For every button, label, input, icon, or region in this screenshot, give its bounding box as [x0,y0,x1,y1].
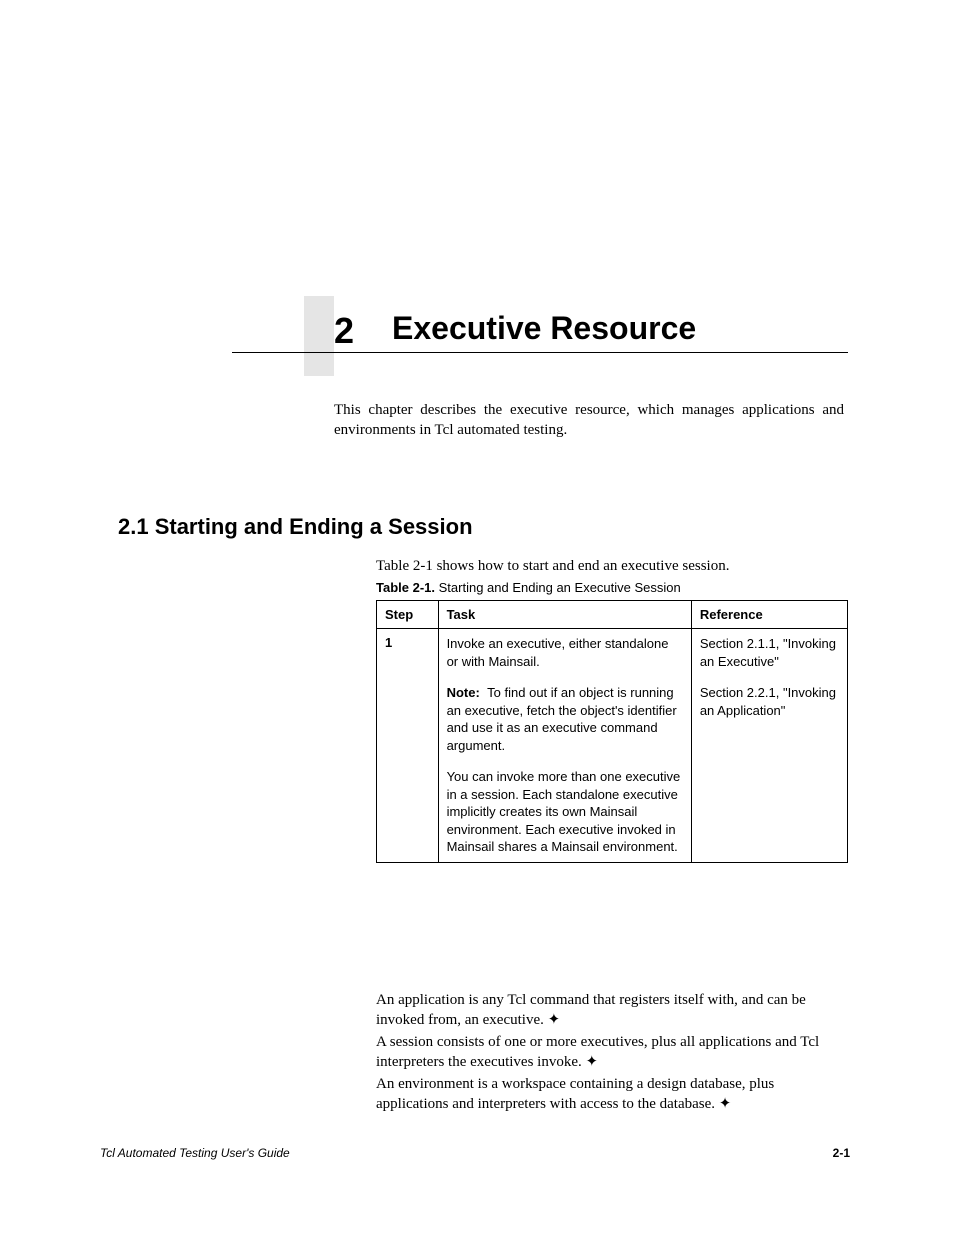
body-para: An environment is a workspace containing… [376,1074,846,1115]
section-lead: Table 2-1 shows how to start and end an … [376,556,846,576]
page-footer: Tcl Automated Testing User's Guide 2-1 [100,1146,850,1160]
chapter-title: Executive Resource [392,310,696,347]
intro-paragraph: This chapter describes the executive res… [334,400,844,441]
cell-ref: Section 2.1.1, "Invoking an Executive" S… [691,629,847,863]
steps-table: Step Task Reference 1 Invoke an executiv… [376,600,848,863]
ref-para: Section 2.1.1, "Invoking an Executive" [700,635,839,670]
table-caption: Table 2-1. Starting and Ending an Execut… [376,580,681,595]
col-header-task: Task [438,601,691,629]
table-caption-label: Table 2-1. [376,580,435,595]
task-note: Note: To find out if an object is runnin… [447,684,683,754]
table-row: 1 Invoke an executive, either standalone… [377,629,848,863]
col-header-ref: Reference [691,601,847,629]
section-heading: 2.1 Starting and Ending a Session [118,514,473,540]
body-para: An application is any Tcl command that r… [376,990,846,1031]
note-label: Note: [447,685,484,700]
task-para: Invoke an executive, either standalone o… [447,635,683,670]
chapter-accent-bar [304,296,334,376]
page: 2 Executive Resource This chapter descri… [0,0,954,1235]
body-para: A session consists of one or more execut… [376,1032,846,1073]
ref-para: Section 2.2.1, "Invoking an Application" [700,684,839,719]
ref-section: Section 2.2.1, [700,685,780,700]
ref-section: Section 2.1.1, [700,636,780,651]
col-header-step: Step [377,601,439,629]
footer-pagenum: 2-1 [833,1146,850,1160]
chapter-rule [232,352,848,353]
cell-step: 1 [377,629,439,863]
task-para: You can invoke more than one executive i… [447,768,683,856]
table-header-row: Step Task Reference [377,601,848,629]
table-caption-text: Starting and Ending an Executive Session [439,580,681,595]
cell-task: Invoke an executive, either standalone o… [438,629,691,863]
chapter-number: 2 [334,310,354,352]
footer-doctitle: Tcl Automated Testing User's Guide [100,1146,290,1160]
